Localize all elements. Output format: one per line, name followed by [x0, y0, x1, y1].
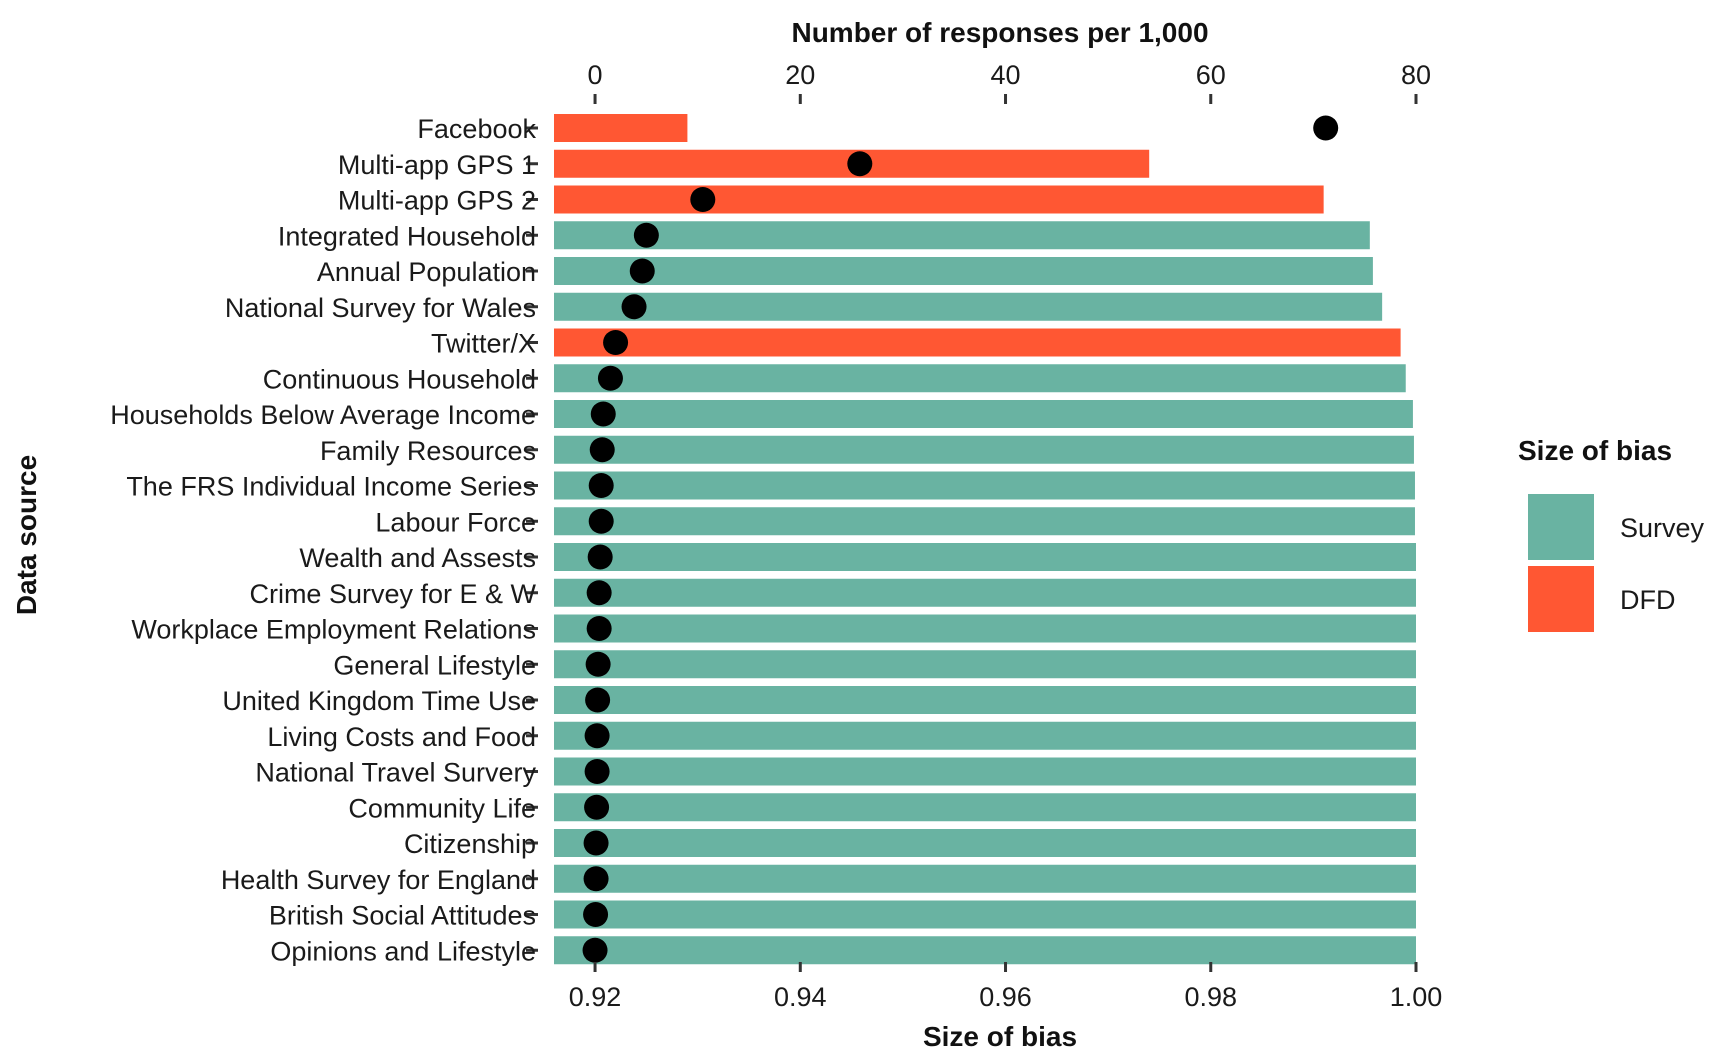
top-tick-label: 0: [588, 60, 603, 90]
category-label: Labour Force: [375, 507, 536, 537]
bar: [554, 257, 1373, 285]
bottom-axis: 0.92 0.94 0.96 0.98 1.00: [569, 962, 1443, 1012]
bar: [554, 900, 1416, 929]
category-label: National Travel Survery: [255, 758, 536, 788]
category-label: Multi-app GPS 1: [338, 150, 536, 180]
bars: [554, 114, 1416, 965]
bar: [554, 364, 1406, 393]
response-point: [629, 258, 655, 284]
response-point: [633, 222, 659, 248]
bar: [554, 221, 1370, 250]
bar: [554, 686, 1416, 714]
bar: [554, 650, 1416, 679]
category-label: Integrated Household: [278, 221, 536, 251]
bar: [554, 578, 1416, 607]
bar: [554, 829, 1416, 857]
bottom-tick-label: 0.96: [979, 982, 1032, 1012]
bar: [554, 864, 1416, 893]
response-point: [585, 687, 611, 713]
category-label: Continuous Household: [263, 364, 536, 394]
bar: [554, 400, 1413, 428]
category-label: Multi-app GPS 2: [338, 186, 536, 216]
bar: [554, 292, 1383, 321]
category-label: Community Life: [348, 793, 536, 823]
bar: [554, 543, 1416, 571]
category-label: Annual Population: [317, 257, 536, 287]
bar: [554, 328, 1401, 357]
category-label: Facebook: [417, 114, 536, 144]
response-point: [586, 580, 612, 606]
legend-swatch: [1528, 494, 1594, 560]
bar: [554, 471, 1415, 500]
bar: [554, 936, 1416, 965]
bar: [554, 757, 1416, 786]
response-point: [1313, 115, 1339, 141]
category-label: Living Costs and Food: [267, 722, 536, 752]
bar: [554, 793, 1416, 822]
legend-swatch: [1528, 566, 1594, 632]
category-label: United Kingdom Time Use: [222, 686, 536, 716]
response-point: [847, 151, 873, 177]
category-label: Opinions and Lifestyle: [270, 936, 536, 966]
response-point: [584, 723, 610, 749]
legend-label: DFD: [1620, 585, 1676, 615]
category-label: General Lifestyle: [333, 650, 536, 680]
category-label: Crime Survey for E & W: [249, 579, 536, 609]
response-point: [583, 830, 609, 856]
category-label: Citizenship: [404, 829, 536, 859]
y-axis-title: Data source: [11, 455, 42, 615]
bar: [554, 435, 1414, 464]
response-point: [583, 866, 609, 892]
legend-label: Survey: [1620, 513, 1705, 543]
response-point: [590, 401, 616, 427]
response-point: [587, 544, 613, 570]
legend: Size of bias Survey DFD: [1518, 435, 1705, 632]
category-label: British Social Attitudes: [269, 901, 536, 931]
response-point: [583, 902, 609, 927]
response-point: [690, 187, 716, 212]
category-label: Workplace Employment Relations: [131, 615, 536, 645]
response-point: [584, 759, 610, 784]
category-label: Households Below Average Income: [110, 400, 536, 430]
top-tick-label: 80: [1401, 60, 1431, 90]
top-axis: 0 20 40 60 80: [588, 60, 1431, 104]
category-label: Twitter/X: [431, 329, 536, 359]
legend-title: Size of bias: [1518, 435, 1672, 466]
response-point: [588, 473, 614, 498]
bar: [554, 114, 688, 142]
category-label: Health Survey for England: [221, 865, 536, 895]
category-label: Family Resources: [320, 436, 536, 466]
top-axis-title: Number of responses per 1,000: [791, 17, 1208, 48]
category-label: The FRS Individual Income Series: [126, 472, 536, 502]
bar: [554, 721, 1416, 750]
response-point: [621, 294, 647, 320]
response-point: [589, 437, 615, 463]
response-point: [585, 651, 611, 677]
bottom-tick-label: 0.94: [774, 982, 827, 1012]
response-point: [597, 365, 623, 391]
bar: [554, 185, 1324, 214]
response-point: [582, 937, 608, 963]
category-label: National Survey for Wales: [225, 293, 536, 323]
response-point: [588, 508, 614, 534]
top-tick-label: 60: [1196, 60, 1226, 90]
category-label: Wealth and Assests: [299, 543, 536, 573]
bottom-axis-title: Size of bias: [923, 1021, 1077, 1052]
response-point: [584, 794, 610, 820]
bar: [554, 507, 1415, 536]
top-tick-label: 40: [991, 60, 1021, 90]
category-axis: Facebook Multi-app GPS 1 Multi-app GPS 2 In…: [110, 114, 538, 966]
response-point: [586, 616, 612, 641]
response-point: [603, 330, 629, 355]
bottom-tick-label: 1.00: [1390, 982, 1443, 1012]
bottom-tick-label: 0.98: [1184, 982, 1237, 1012]
bar: [554, 614, 1416, 643]
bottom-tick-label: 0.92: [569, 982, 622, 1012]
top-tick-label: 20: [785, 60, 815, 90]
points: [582, 115, 1339, 963]
